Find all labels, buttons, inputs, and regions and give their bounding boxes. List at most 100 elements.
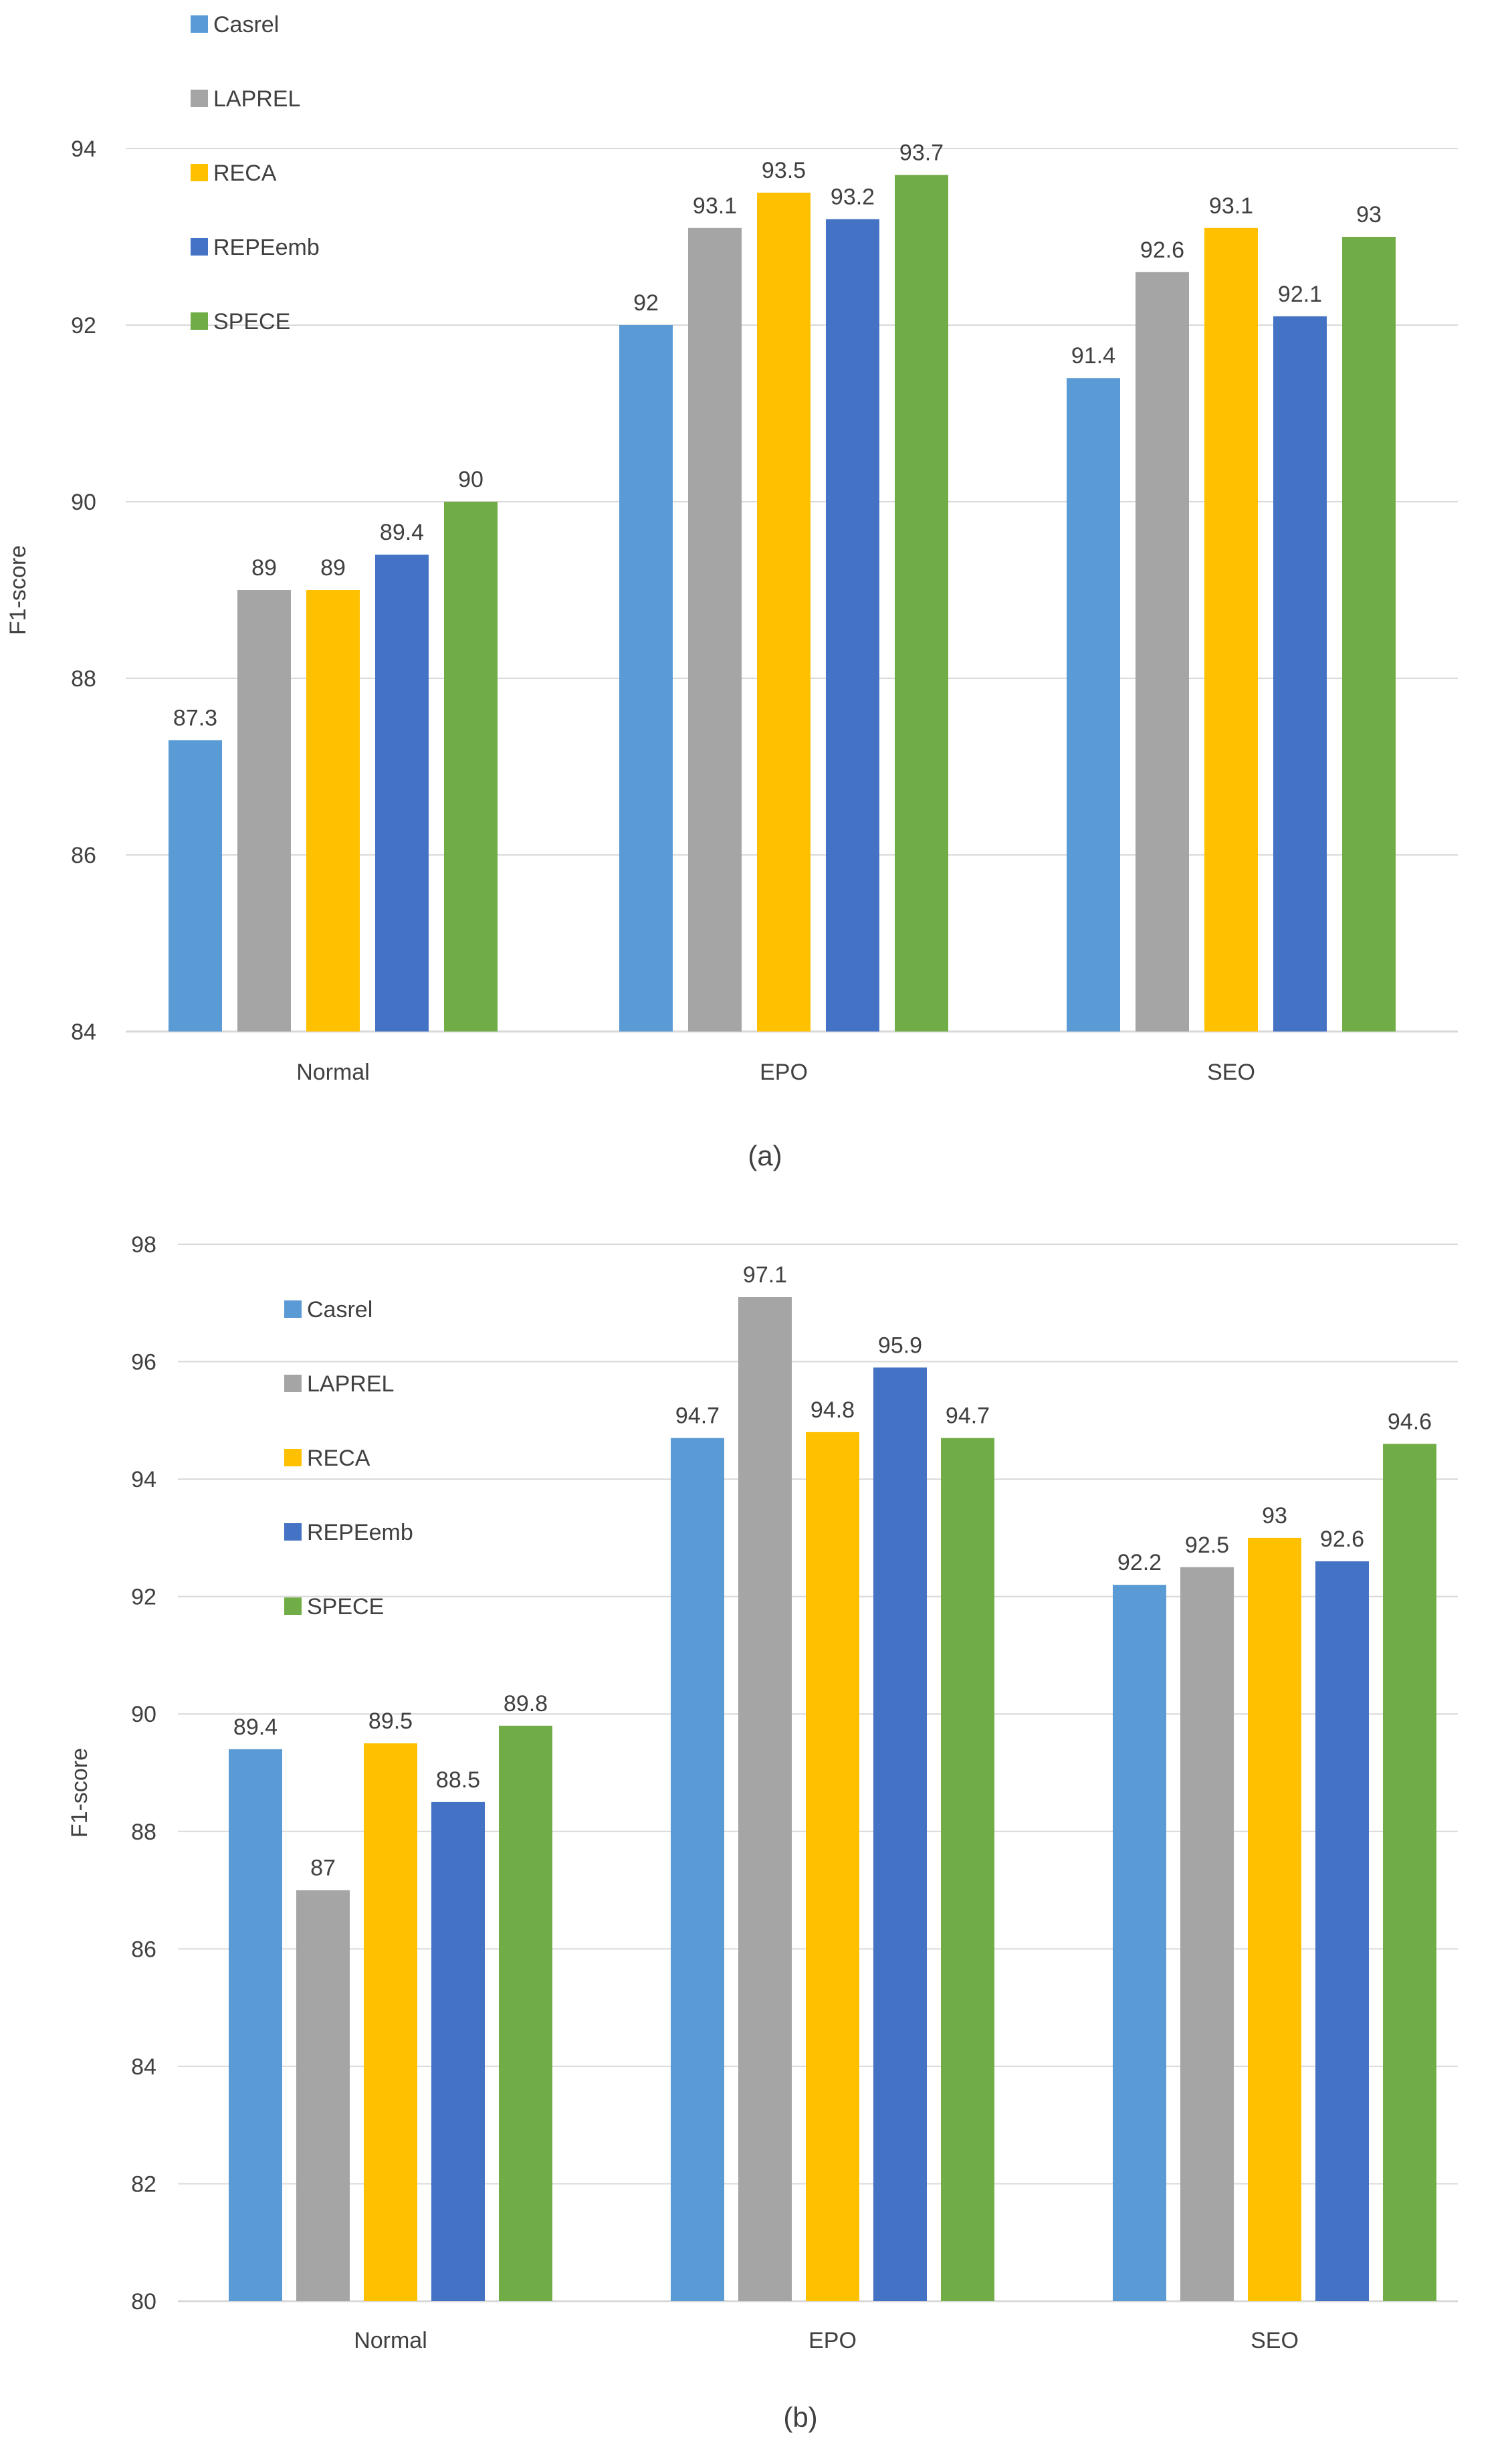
data-label: 92.6 [1140,237,1184,263]
data-label: 89.4 [380,520,424,545]
y-axis-label: F1-score [5,545,31,635]
data-label: 87 [310,1856,336,1881]
x-tick-label: SEO [1207,1060,1255,1085]
data-label: 92.6 [1320,1527,1364,1552]
legend-label: Casrel [307,1297,372,1323]
legend-label: RECA [213,161,277,186]
data-label: 92.1 [1278,282,1322,307]
y-tick-label: 84 [71,1019,96,1045]
bar-laprel [688,227,742,1032]
data-label: 93.5 [762,158,806,183]
y-tick-label: 88 [131,1820,156,1845]
y-tick-label: 92 [71,313,96,338]
x-tick-label: SEO [1251,2328,1299,2353]
data-label: 93.1 [693,193,737,219]
y-tick-label: 92 [131,1585,156,1610]
legend-label: Casrel [213,12,279,37]
y-tick-label: 98 [131,1232,156,1258]
data-label: 94.6 [1388,1409,1432,1434]
bar-spece [1342,237,1396,1032]
legend-label: RECA [307,1446,370,1471]
y-tick-label: 86 [131,1937,156,1962]
legend-swatch [191,312,208,330]
bar-spece [444,502,498,1032]
legend-swatch [191,164,208,181]
bar-casrel [229,1749,282,2301]
data-label: 90 [458,467,483,492]
data-label: 89.8 [504,1691,548,1717]
x-tick-label: EPO [760,1060,808,1085]
bar-spece [499,1725,552,2301]
bar-laprel [237,590,291,1032]
data-label: 93 [1356,202,1382,227]
bar-reca [306,590,360,1032]
bar-reca [806,1432,859,2301]
bar-spece [895,175,948,1032]
data-label: 87.3 [173,705,217,730]
data-label: 94.8 [811,1397,855,1423]
y-tick-label: 90 [71,490,96,515]
data-label: 93.7 [899,140,944,166]
y-tick-label: 82 [131,2171,156,2197]
data-label: 95.9 [878,1333,922,1358]
bar-spece [1383,1444,1436,2301]
legend-swatch [191,15,208,33]
y-tick-label: 84 [131,2054,156,2080]
data-label: 93 [1262,1503,1287,1529]
bar-repeemb [1315,1561,1369,2301]
bar-casrel [671,1438,724,2301]
legend-swatch [284,1597,302,1615]
data-label: 91.4 [1071,343,1115,369]
data-label: 88.5 [436,1767,480,1793]
bar-laprel [1136,272,1189,1032]
data-label: 92.5 [1185,1533,1229,1558]
legend-label: REPEemb [213,235,320,260]
y-tick-label: 94 [71,136,96,162]
data-label: 92 [633,290,659,316]
data-label: 89.5 [368,1708,413,1734]
bar-laprel [1180,1567,1234,2301]
bar-repeemb [431,1801,485,2301]
y-tick-label: 90 [131,1702,156,1727]
data-label: 89 [251,555,277,581]
bar-repeemb [873,1367,927,2301]
legend-label: SPECE [213,309,290,334]
bar-reca [1204,227,1258,1032]
legend-swatch [284,1523,302,1541]
bar-casrel [1113,1585,1166,2301]
data-label: 94.7 [675,1403,720,1429]
y-tick-label: 80 [131,2289,156,2315]
bar-reca [757,193,811,1032]
bar-casrel [169,740,222,1032]
y-tick-label: 88 [71,666,96,692]
data-label: 93.1 [1209,193,1253,219]
x-tick-label: Normal [354,2328,427,2353]
y-tick-label: 94 [131,1467,156,1492]
x-tick-label: EPO [808,2328,857,2353]
data-label: 89.4 [233,1715,278,1740]
x-tick-label: Normal [296,1060,370,1085]
legend-swatch [191,90,208,107]
data-label: 94.7 [946,1403,990,1429]
legend-swatch [284,1300,302,1318]
data-label: 89 [320,555,346,581]
legend-label: REPEemb [307,1520,413,1545]
legend-label: LAPREL [213,86,300,112]
legend-swatch [284,1375,302,1392]
legend-swatch [191,238,208,256]
chart-a: 84 86 88 90 92 94 F1-score 87.3 89 89 89.4 90 Normal… [5,12,1458,1171]
bar-repeemb [826,219,879,1032]
chart-b: 80 82 84 86 88 90 92 94 96 98 F1-score 89.4 87 89.5 88… [67,1232,1458,2433]
legend-swatch [284,1449,302,1466]
legend-label: LAPREL [307,1371,394,1397]
y-tick-label: 86 [71,843,96,868]
bar-reca [364,1743,417,2301]
data-label: 93.2 [831,185,875,210]
bar-repeemb [1273,316,1327,1032]
y-axis-label: F1-score [67,1748,92,1838]
bar-reca [1248,1537,1301,2301]
legend-label: SPECE [307,1594,384,1620]
bar-laprel [296,1890,350,2301]
y-tick-label: 96 [131,1350,156,1375]
